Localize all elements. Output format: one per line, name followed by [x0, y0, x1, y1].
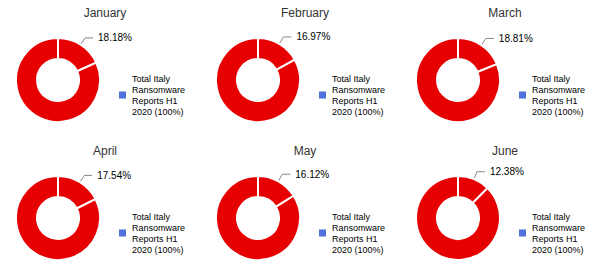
svg-text:Total Italy: Total Italy — [532, 212, 571, 222]
svg-text:2020 (100%): 2020 (100%) — [332, 245, 384, 255]
svg-text:January: January — [84, 6, 127, 20]
svg-text:Ransomware: Ransomware — [132, 85, 185, 95]
svg-text:Reports H1: Reports H1 — [332, 234, 378, 244]
svg-text:Ransomware: Ransomware — [532, 223, 585, 233]
svg-text:2020 (100%): 2020 (100%) — [532, 107, 584, 117]
svg-text:March: March — [488, 6, 521, 20]
svg-text:April: April — [93, 144, 117, 158]
svg-text:Total Italy: Total Italy — [332, 212, 371, 222]
svg-text:18.18%: 18.18% — [98, 32, 132, 43]
svg-text:May: May — [294, 144, 317, 158]
svg-text:18.81%: 18.81% — [499, 33, 533, 44]
svg-text:2020 (100%): 2020 (100%) — [132, 245, 184, 255]
svg-text:Total Italy: Total Italy — [132, 212, 171, 222]
svg-text:17.54%: 17.54% — [97, 170, 131, 181]
svg-text:16.12%: 16.12% — [295, 169, 329, 180]
svg-text:Ransomware: Ransomware — [332, 223, 385, 233]
svg-text:Ransomware: Ransomware — [532, 85, 585, 95]
svg-text:Ransomware: Ransomware — [132, 223, 185, 233]
svg-text:Reports H1: Reports H1 — [532, 96, 578, 106]
svg-text:Total Italy: Total Italy — [532, 74, 571, 84]
svg-text:2020 (100%): 2020 (100%) — [532, 245, 584, 255]
svg-text:February: February — [281, 6, 329, 20]
svg-text:Ransomware: Ransomware — [332, 85, 385, 95]
svg-text:16.97%: 16.97% — [296, 31, 330, 42]
svg-text:12.38%: 12.38% — [490, 166, 524, 177]
svg-text:Reports H1: Reports H1 — [132, 234, 178, 244]
svg-text:Reports H1: Reports H1 — [332, 96, 378, 106]
svg-text:Reports H1: Reports H1 — [532, 234, 578, 244]
svg-text:June: June — [492, 144, 518, 158]
svg-text:Total Italy: Total Italy — [132, 74, 171, 84]
svg-text:2020 (100%): 2020 (100%) — [332, 107, 384, 117]
svg-text:Reports H1: Reports H1 — [132, 96, 178, 106]
svg-text:2020 (100%): 2020 (100%) — [132, 107, 184, 117]
svg-text:Total Italy: Total Italy — [332, 74, 371, 84]
